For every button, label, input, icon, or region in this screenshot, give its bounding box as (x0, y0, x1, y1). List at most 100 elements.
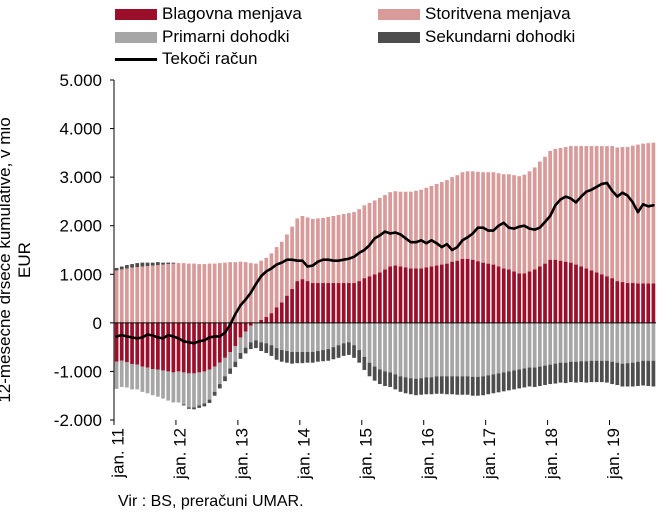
bar-goods (186, 322, 191, 374)
bar-goods (114, 322, 119, 362)
bar-services (408, 191, 413, 269)
bar-goods (290, 288, 294, 323)
bar-services (403, 191, 408, 268)
bar-goods (166, 322, 171, 372)
legend-swatch-primary (115, 31, 157, 43)
bar-services (150, 265, 155, 323)
bar-goods (594, 272, 599, 323)
bar-goods (347, 283, 351, 323)
bar-primary (176, 371, 181, 403)
bar-secondary (630, 362, 635, 387)
bar-goods (558, 260, 563, 323)
bar-primary (145, 367, 150, 394)
axes-layer (110, 79, 656, 425)
bar-primary (486, 322, 491, 376)
y-tick-label: -1.000 (54, 362, 102, 381)
bar-goods (481, 262, 485, 323)
bar-primary (341, 322, 346, 344)
bar-goods (424, 267, 429, 323)
bar-secondary (445, 376, 449, 395)
x-tick-labels: jan. 11 jan. 12 jan. 13 jan. 14 jan. 15 jan. … (109, 428, 624, 480)
bar-services (563, 147, 568, 262)
bar-goods (285, 295, 289, 323)
bar-primary (470, 322, 475, 377)
bar-goods (367, 276, 372, 323)
bar-services (347, 213, 351, 284)
legend-label-current: Tekoči račun (162, 49, 258, 68)
bar-services (517, 176, 522, 274)
bar-primary (496, 322, 501, 374)
bar-secondary (512, 370, 516, 390)
bar-services (233, 262, 238, 323)
bar-services (217, 263, 222, 323)
bar-primary (336, 322, 341, 346)
bar-services (465, 171, 470, 259)
bar-secondary (434, 376, 439, 394)
bar-primary (295, 322, 300, 352)
bar-goods (532, 269, 537, 323)
bar-services (161, 264, 165, 323)
bar-primary (429, 322, 434, 378)
bar-services (388, 192, 393, 267)
bar-secondary (548, 364, 553, 385)
bar-services (352, 212, 356, 284)
bar-secondary (130, 264, 134, 268)
bar-primary (408, 322, 413, 379)
bar-primary (290, 322, 294, 352)
bar-services (264, 257, 269, 318)
bar-services (186, 263, 191, 323)
bar-primary (599, 322, 604, 361)
bar-goods (238, 322, 243, 338)
bar-goods (352, 283, 356, 323)
bar-secondary (166, 262, 171, 265)
bar-services (300, 216, 305, 280)
bar-goods (274, 307, 279, 323)
bar-goods (388, 266, 393, 323)
bar-primary (228, 352, 232, 369)
bar-primary (419, 322, 423, 379)
bar-services (429, 185, 434, 267)
y-tick-label: 3.000 (59, 168, 102, 187)
bar-secondary (579, 361, 584, 383)
bar-services (568, 146, 573, 263)
bar-goods (248, 322, 253, 326)
y-tick-label: 1.000 (59, 265, 102, 284)
bar-services (476, 171, 480, 262)
bar-goods (486, 263, 491, 323)
bar-primary (207, 369, 212, 400)
bar-primary (512, 322, 516, 371)
bar-services (636, 144, 640, 284)
bar-services (419, 189, 423, 269)
bar-services (491, 172, 496, 265)
bar-goods (362, 278, 367, 323)
bar-primary (233, 346, 238, 362)
bar-primary (414, 322, 418, 379)
bar-services (605, 146, 609, 277)
bar-secondary (243, 347, 248, 354)
bar-goods (408, 268, 413, 323)
bar-primary (517, 322, 522, 370)
bar-secondary (589, 360, 594, 383)
bar-goods (599, 274, 604, 323)
bar-goods (584, 268, 589, 323)
bar-goods (403, 267, 408, 323)
bar-primary (553, 322, 558, 364)
bar-services (156, 265, 160, 323)
bar-primary (377, 322, 382, 370)
bar-goods (414, 268, 418, 323)
x-tick-label: jan. 11 (109, 428, 128, 479)
bar-primary (259, 322, 263, 343)
bar-services (269, 253, 274, 314)
bar-services (192, 263, 196, 323)
x-tick-label: jan. 13 (232, 428, 251, 480)
bar-primary (305, 322, 310, 352)
bar-secondary (202, 403, 207, 407)
bar-goods (548, 259, 553, 323)
bar-goods (217, 322, 222, 363)
legend-label-goods: Blagovna menjava (162, 4, 302, 23)
bar-primary (393, 322, 398, 375)
y-tick-label: 2.000 (59, 217, 102, 236)
bar-primary (455, 322, 460, 377)
bar-services (331, 216, 336, 284)
bar-secondary (403, 377, 408, 394)
